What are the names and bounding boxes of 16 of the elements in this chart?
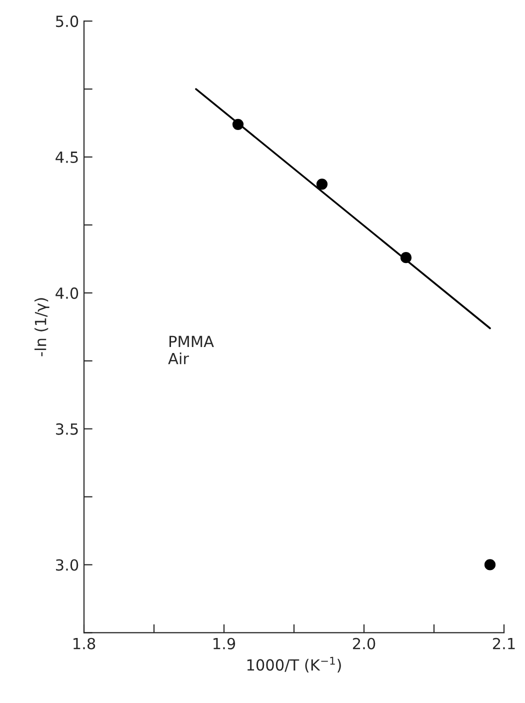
x-tick-label: 2.0 [352, 638, 376, 650]
y-axis-title: -ln (1/γ) [34, 298, 50, 356]
x-axis-title: 1000/T (K$^{−1}$) [247, 656, 341, 673]
y-tick-label: 4.5 [56, 152, 78, 164]
x-tick-label: 1.8 [74, 638, 96, 650]
y-tick-label: 3.5 [56, 423, 78, 435]
annotation: PMMA Air [168, 336, 214, 364]
x-tick-label: 1.9 [214, 638, 236, 650]
y-tick-label: 3.0 [56, 559, 78, 571]
x-tick-label: 2.1 [492, 638, 515, 650]
y-tick-label: 4.0 [56, 287, 78, 299]
point [400, 252, 412, 264]
point [232, 118, 244, 130]
point [484, 559, 496, 570]
point [316, 178, 328, 190]
y-tick-label: 5.0 [56, 16, 78, 28]
